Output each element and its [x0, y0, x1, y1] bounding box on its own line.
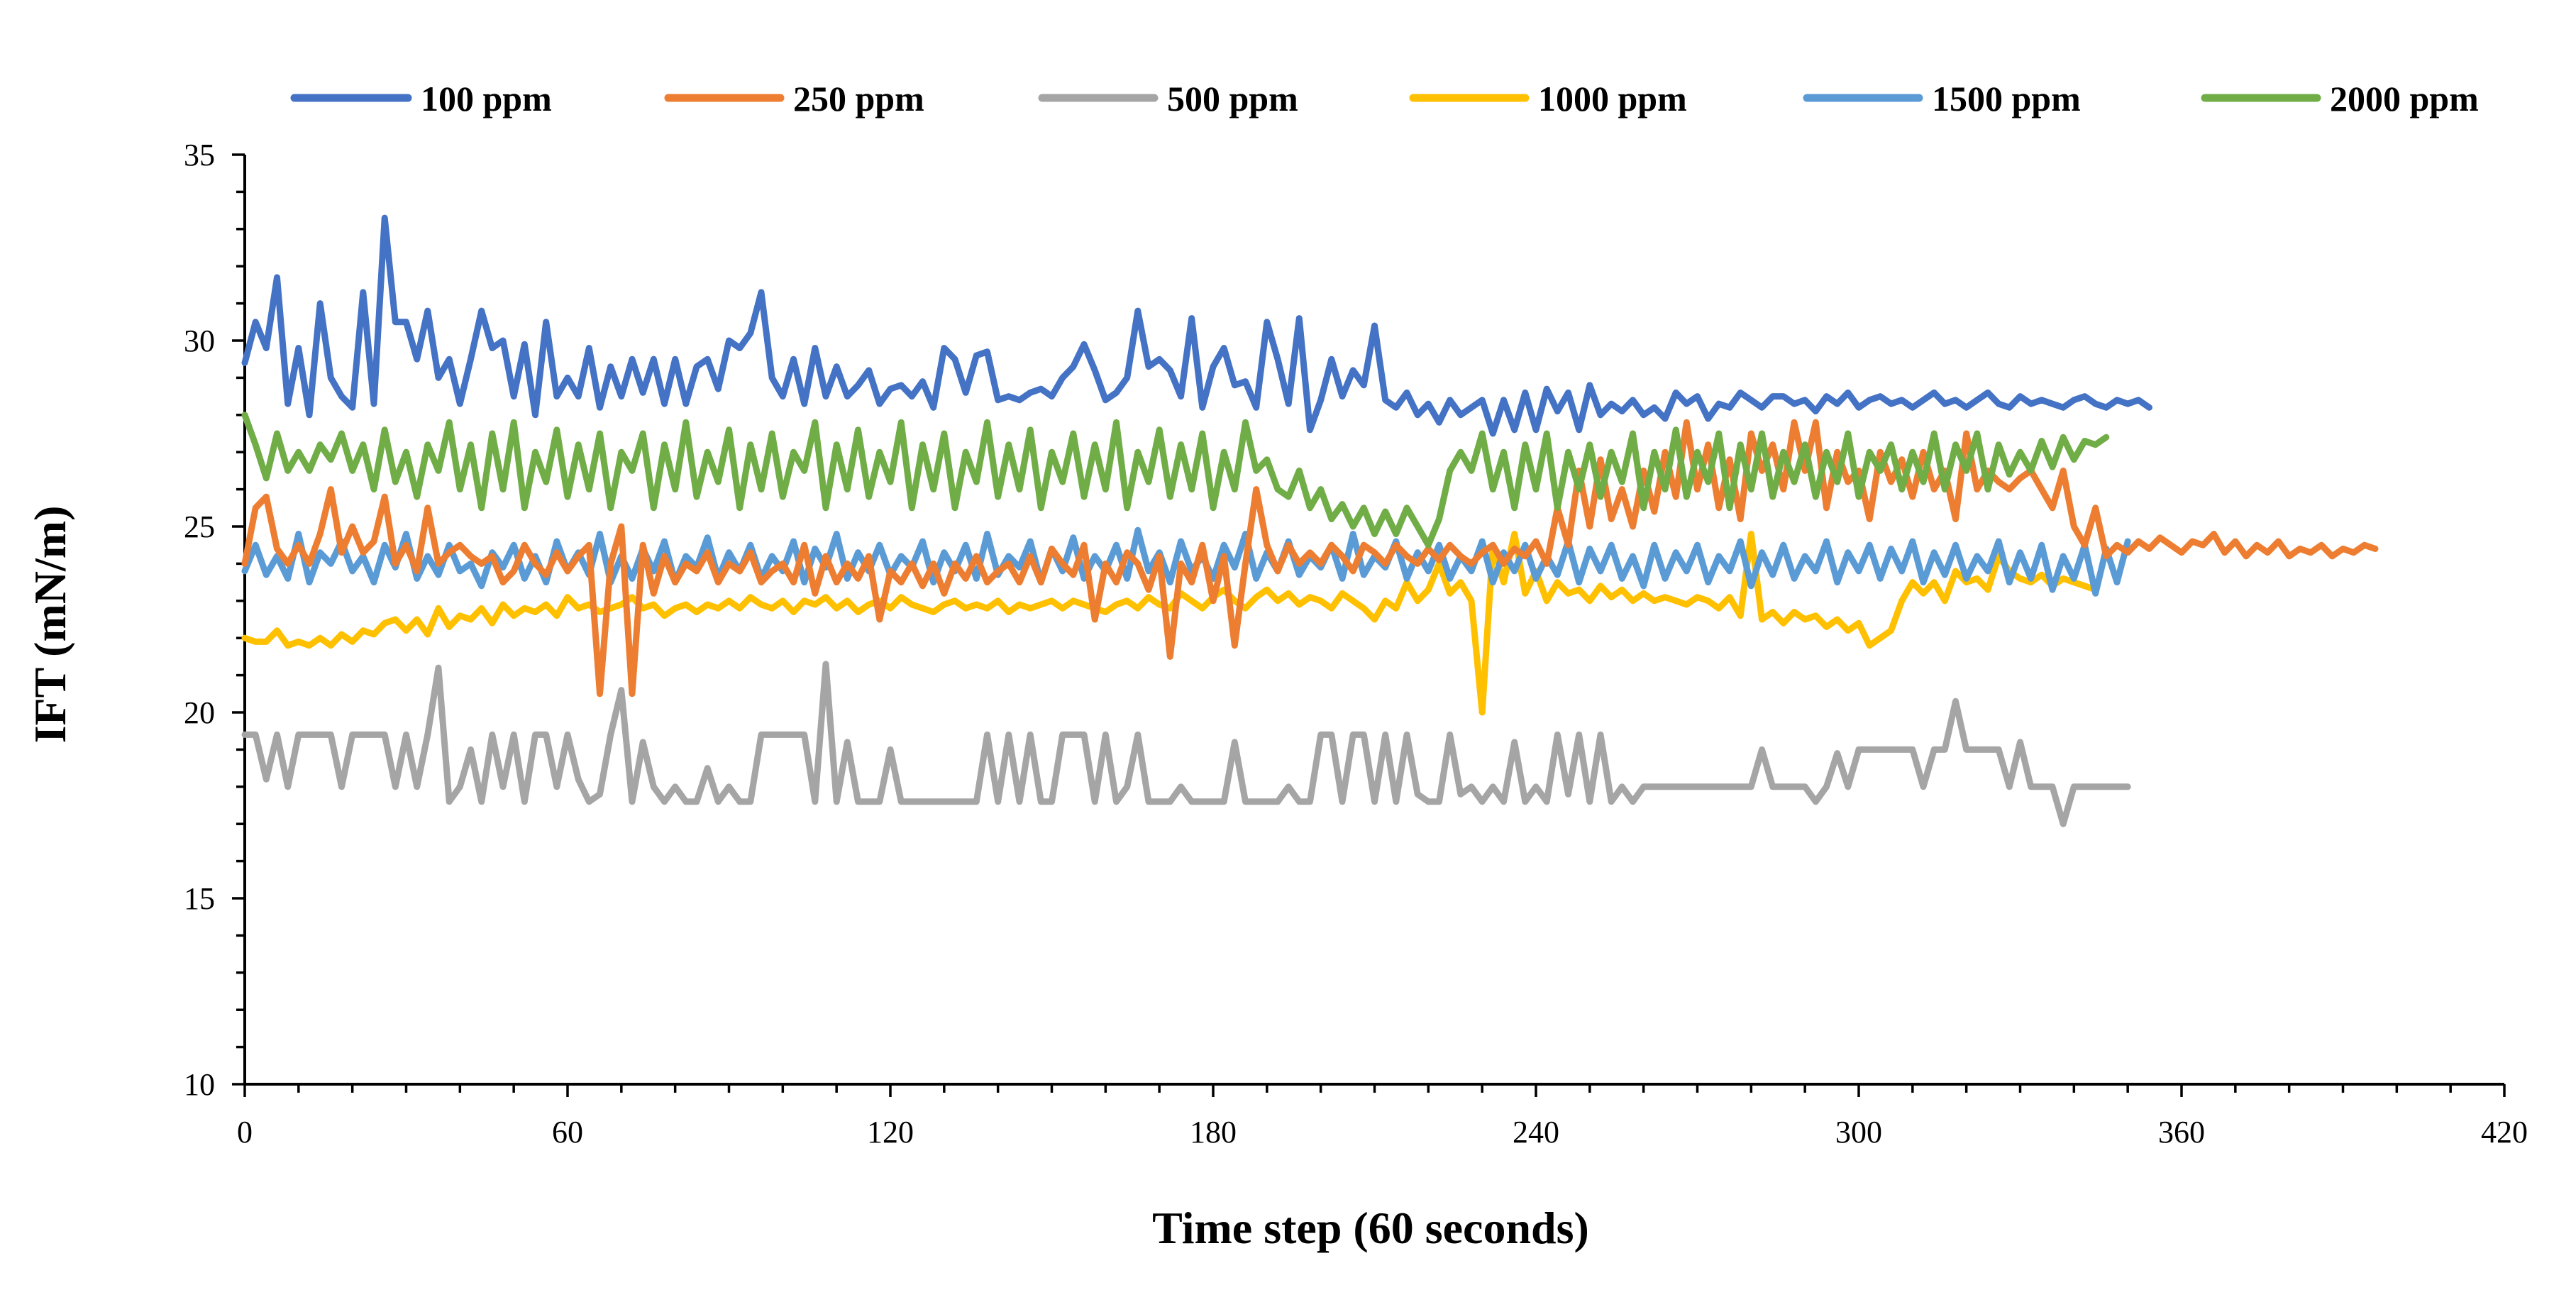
series-group	[241, 214, 2379, 827]
x-tick-label: 180	[1190, 1115, 1237, 1149]
legend-label-500: 500 ppm	[1167, 79, 1298, 118]
legend-entry-500: 500 ppm	[1038, 79, 1298, 118]
series-line-100-ppm	[241, 214, 2152, 437]
x-tick-label: 300	[1835, 1115, 1882, 1149]
y-tick-label: 10	[184, 1067, 215, 1102]
legend-entry-1500: 1500 ppm	[1803, 79, 2081, 118]
x-tick-label: 420	[2481, 1115, 2528, 1149]
legend-label-100: 100 ppm	[421, 79, 552, 118]
y-axis-title: IFT (mN/m)	[25, 506, 75, 744]
axes: 10 15 20 25 30 35 0 60 120 180 240 300 360 420	[184, 138, 2528, 1149]
series-line-250-ppm	[241, 419, 2379, 697]
legend-entry-1000: 1000 ppm	[1409, 79, 1687, 118]
x-axis-title: Time step (60 seconds)	[1152, 1203, 1589, 1253]
legend-label-1500: 1500 ppm	[1932, 79, 2081, 118]
x-tick-label: 60	[552, 1115, 583, 1149]
x-tick-label: 120	[867, 1115, 914, 1149]
y-tick-label: 20	[184, 695, 215, 730]
series-line-2000-ppm	[241, 412, 2110, 548]
series-line-1500-ppm	[241, 526, 2131, 597]
legend-entry-2000: 2000 ppm	[2201, 79, 2479, 118]
series-line-1000-ppm	[241, 531, 2099, 716]
y-tick-label: 35	[184, 138, 215, 172]
y-tick-label: 25	[184, 509, 215, 544]
series-line-500-ppm	[241, 661, 2131, 827]
legend: 100 ppm 250 ppm 500 ppm 1000 ppm 1500 pp…	[290, 79, 2479, 118]
legend-label-250: 250 ppm	[793, 79, 924, 118]
x-tick-label: 0	[237, 1115, 253, 1149]
x-tick-label: 240	[1513, 1115, 1559, 1149]
legend-entry-100: 100 ppm	[290, 79, 552, 118]
legend-label-2000: 2000 ppm	[2330, 79, 2479, 118]
legend-label-1000: 1000 ppm	[1538, 79, 1687, 118]
x-tick-label: 360	[2158, 1115, 2205, 1149]
y-tick-label: 15	[184, 881, 215, 916]
y-tick-label: 30	[184, 324, 215, 358]
legend-entry-250: 250 ppm	[664, 79, 924, 118]
